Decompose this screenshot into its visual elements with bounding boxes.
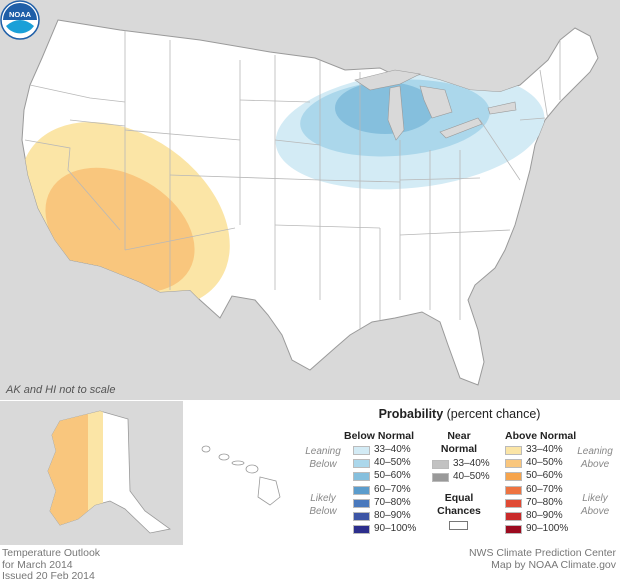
- equal-chances-swatch: [449, 521, 468, 530]
- noaa-logo: NOAA: [0, 0, 40, 40]
- above-normal-bin-label: 50–60%: [526, 470, 563, 482]
- above-normal-bin-label: 90–100%: [526, 523, 569, 535]
- above-normal-bin-swatch: [505, 472, 522, 482]
- below-normal-bin-swatch: [353, 446, 370, 455]
- lake-huron: [419, 85, 453, 119]
- hawaii-island-maui: [245, 464, 259, 474]
- below-normal-bin-swatch: [353, 498, 370, 508]
- leaning-below-label: Leaning Below: [301, 445, 345, 471]
- legend-panel: Probability (percent chance) Below Norma…: [299, 401, 620, 545]
- map-divider: [0, 400, 620, 401]
- above-normal-bin-label: 60–70%: [526, 483, 563, 495]
- below-normal-bin-label: 80–90%: [374, 510, 411, 521]
- hawaii-panel: [186, 401, 296, 545]
- scale-note: AK and HI not to scale: [6, 384, 116, 396]
- above-normal-bin-swatch: [505, 512, 522, 521]
- near-normal-bin-label: 40–50%: [453, 471, 490, 483]
- below-normal-bin-label: 70–80%: [374, 496, 411, 508]
- above-normal-bin-label: 80–90%: [526, 510, 563, 521]
- likely-above-label: Likely Above: [573, 492, 617, 518]
- hawaii-island-kauai: [201, 445, 211, 453]
- above-normal-bin-swatch: [505, 485, 522, 495]
- below-normal-bin-swatch: [353, 525, 370, 535]
- below-normal-bin-label: 90–100%: [374, 523, 417, 535]
- below-normal-heading: Below Normal: [344, 430, 415, 442]
- near-normal-heading: Near Normal: [439, 430, 479, 456]
- hawaii-map: [201, 445, 281, 506]
- above-normal-bin-label: 70–80%: [526, 496, 563, 508]
- hawaii-island-molokai: [231, 460, 245, 466]
- below-normal-bin-label: 40–50%: [374, 457, 411, 469]
- hawaii-island-big: [257, 476, 281, 506]
- below-normal-bin-swatch: [353, 459, 370, 469]
- alaska-above-40-50-region: [48, 411, 88, 533]
- near-normal-heading-line1: Near: [447, 430, 471, 442]
- below-normal-bin-label: 33–40%: [374, 444, 411, 455]
- near-normal-bin-label: 33–40%: [453, 458, 490, 469]
- footer-issued-date: Issued 20 Feb 2014: [2, 570, 95, 582]
- leaning-below-label-line1: Leaning: [305, 446, 341, 457]
- lake-superior: [354, 69, 421, 91]
- leaning-above-label-line2: Above: [580, 459, 610, 470]
- leaning-above-label: Leaning Above: [573, 445, 617, 471]
- above-normal-bin-swatch: [505, 459, 522, 469]
- footer-credit: Map by NOAA Climate.gov: [491, 558, 616, 571]
- near-normal-heading-line2: Normal: [440, 443, 478, 455]
- equal-chances-heading: Equal Chances: [437, 492, 481, 518]
- great-lakes: [354, 69, 517, 141]
- leaning-above-label-line1: Leaning: [577, 446, 613, 457]
- lake-michigan: [387, 85, 405, 141]
- below-normal-bin-swatch: [353, 485, 370, 495]
- likely-below-label-line1: Likely: [310, 493, 336, 504]
- below-normal-50-60-region: [335, 82, 435, 134]
- near-normal-bin-swatch: [432, 473, 449, 483]
- footer-source: NWS Climate Prediction Center: [468, 547, 616, 559]
- hawaii-island-oahu: [218, 453, 230, 461]
- equal-chances-heading-line2: Chances: [437, 505, 481, 517]
- above-normal-bin-label: 40–50%: [526, 457, 563, 469]
- conus-map: AK and HI not to scale NOAA: [0, 0, 620, 400]
- legend-title: Probability (percent chance): [299, 407, 620, 421]
- above-normal-bin-swatch: [505, 525, 522, 535]
- conus-map-svg: [21, 19, 599, 386]
- below-normal-bin-swatch: [353, 512, 370, 521]
- legend-title-rest: (percent chance): [443, 407, 541, 421]
- above-normal-bin-label: 33–40%: [526, 444, 563, 455]
- below-normal-bin-label: 50–60%: [374, 470, 411, 482]
- above-normal-heading: Above Normal: [505, 430, 577, 442]
- likely-above-label-line1: Likely: [582, 493, 608, 504]
- likely-above-label-line2: Above: [580, 506, 610, 517]
- state-borders: [24, 30, 561, 330]
- likely-below-label-line2: Below: [309, 506, 337, 517]
- footer-outlook-title: Temperature Outlook: [2, 547, 101, 559]
- equal-chances-heading-line1: Equal: [444, 492, 474, 504]
- legend-title-bold: Probability: [378, 407, 444, 421]
- above-normal-bin-swatch: [505, 498, 522, 508]
- below-normal-bin-swatch: [353, 472, 370, 482]
- footer-left: Temperature Outlook for March 2014 Issue…: [2, 547, 101, 583]
- lake-erie: [439, 117, 483, 139]
- above-normal-bin-swatch: [505, 446, 522, 455]
- near-normal-bin-swatch: [432, 460, 449, 469]
- likely-below-label: Likely Below: [301, 492, 345, 518]
- lake-ontario: [487, 101, 517, 115]
- footer-outlook-period: for March 2014: [2, 558, 73, 571]
- noaa-logo-text: NOAA: [9, 10, 32, 19]
- alaska-panel: [0, 401, 183, 545]
- footer-right: NWS Climate Prediction Center Map by NOA…: [468, 547, 616, 571]
- leaning-below-label-line2: Below: [309, 459, 337, 470]
- alaska-map: [47, 410, 171, 534]
- below-normal-bin-label: 60–70%: [374, 483, 411, 495]
